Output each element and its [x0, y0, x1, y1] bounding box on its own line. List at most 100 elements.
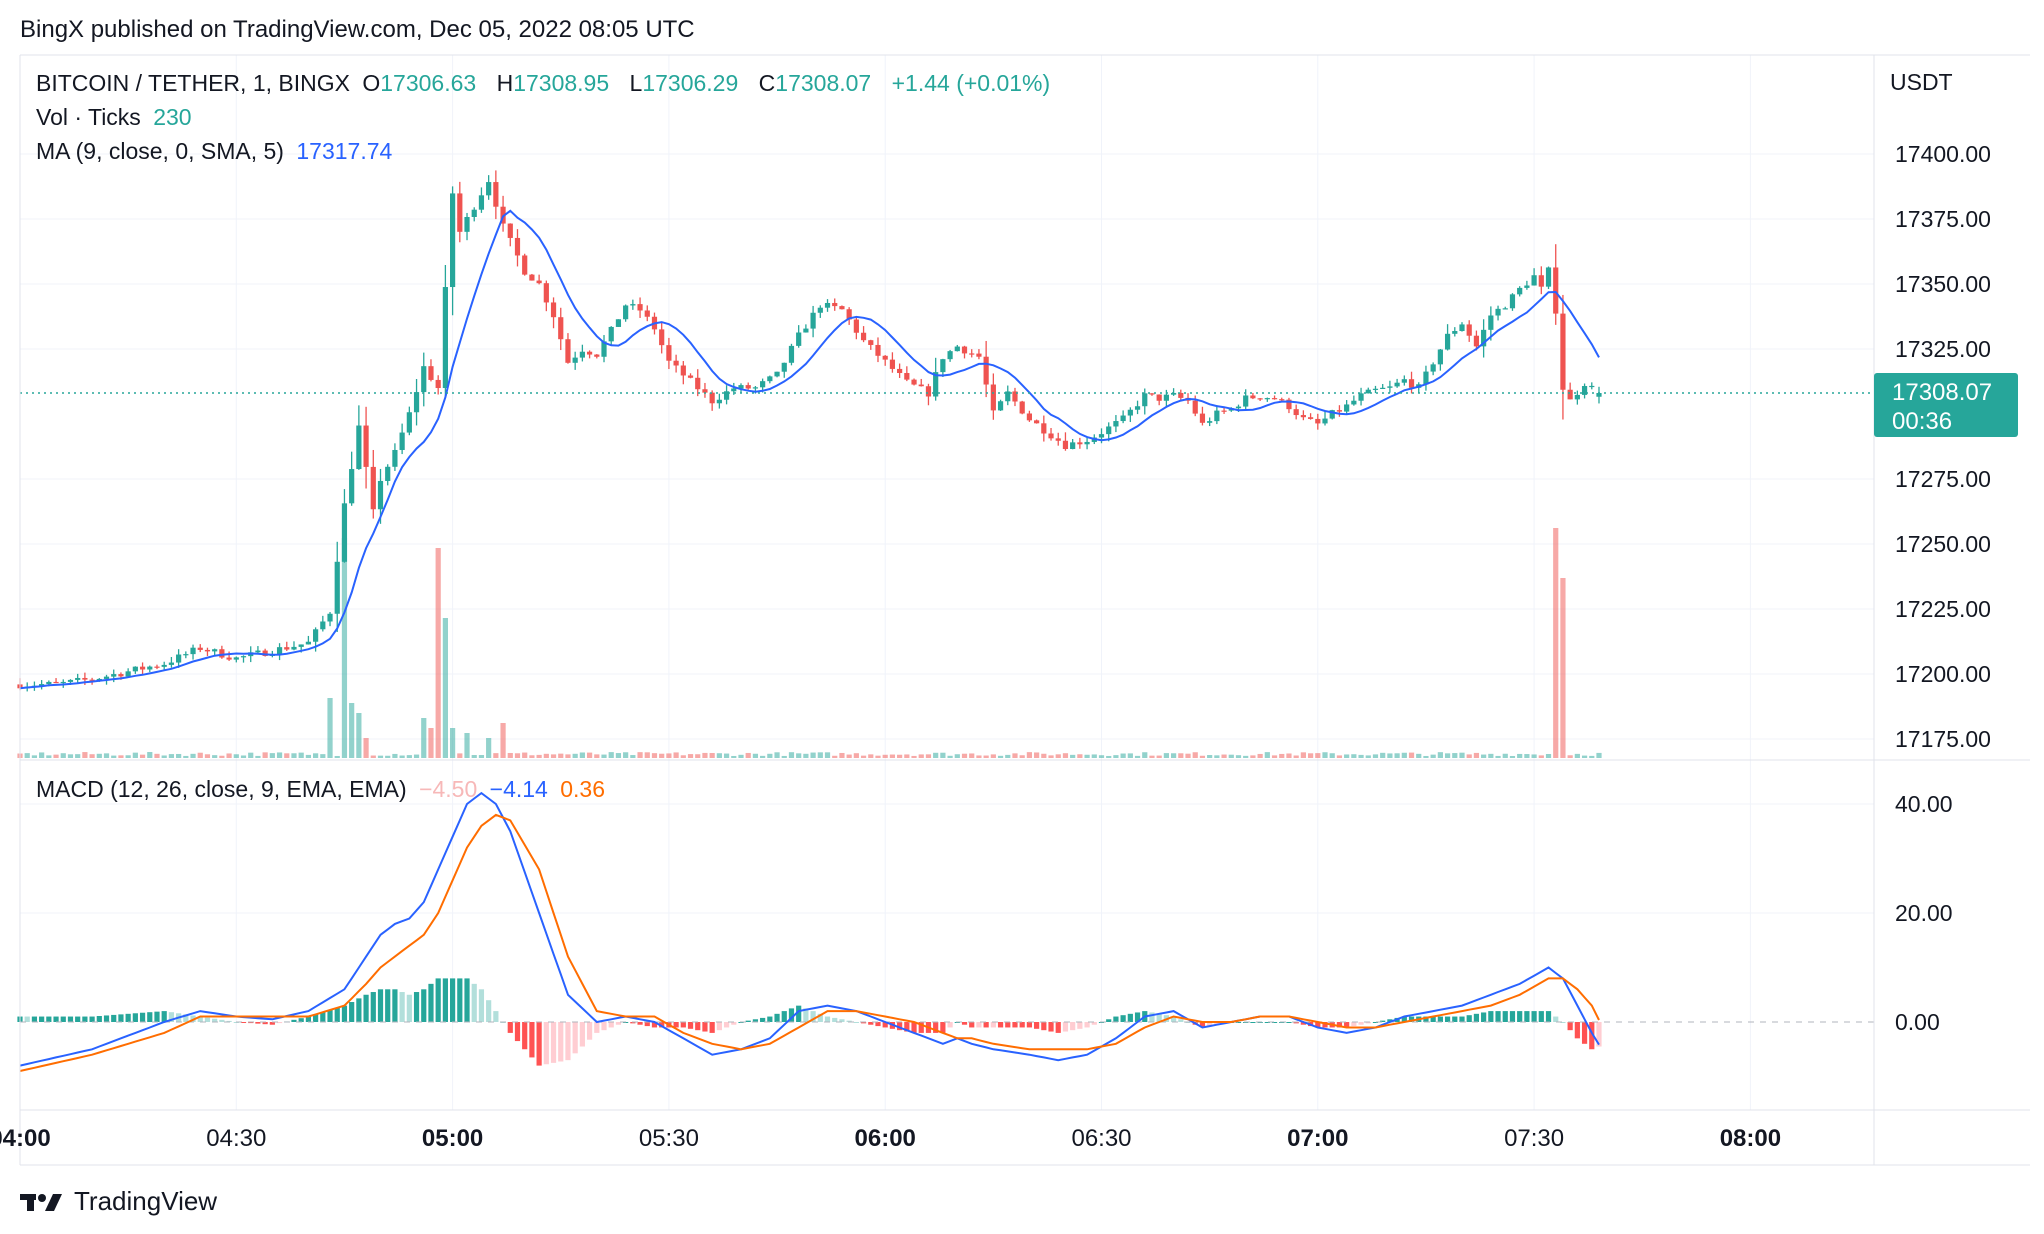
time-axis: 04:00 04:30 05:00 05:30 06:00 06:30 07:00 07:30… [0, 1125, 1781, 1152]
candle-body [493, 182, 499, 207]
volume-bar [1387, 753, 1393, 758]
macd-hist-bar [1048, 1022, 1054, 1032]
ma-value: 17317.74 [296, 138, 393, 164]
volume-bar [1199, 755, 1206, 758]
volume-bar [1185, 753, 1191, 758]
candle-body [803, 328, 809, 333]
candle-body [615, 319, 622, 327]
macd-histogram [17, 978, 1602, 1066]
macd-hist-bar [1408, 1016, 1415, 1022]
volume-bar [39, 752, 45, 758]
candle-body [1553, 267, 1559, 314]
candle-body [327, 613, 333, 622]
macd-hist-bar [615, 1022, 622, 1025]
volume-bar [1221, 754, 1227, 758]
volume-bar [875, 755, 881, 758]
volume-bar [558, 753, 564, 758]
candle-body [839, 306, 845, 310]
volume-bar [760, 755, 766, 758]
candle-body [1106, 426, 1112, 435]
candle-body [450, 193, 456, 288]
candle-body [486, 182, 492, 196]
last-price-tag: 17308.07 00:36 [1874, 373, 2018, 437]
candle-body [1019, 401, 1025, 414]
volume-bar [1365, 755, 1371, 758]
macd-hist-bar [659, 1022, 665, 1028]
macd-hist-bar [1084, 1022, 1090, 1028]
price-tick-label: 17325.00 [1895, 336, 1991, 362]
macd-hist-bar [760, 1017, 766, 1022]
volume-bar [745, 752, 751, 758]
candle-body [1473, 335, 1480, 347]
candle-body [1098, 434, 1105, 438]
macd-hist-bar [269, 1022, 275, 1025]
candle-body [1012, 391, 1018, 402]
volume-bar [572, 753, 578, 758]
volume-bar [161, 755, 167, 758]
macd-hist-bar [240, 1022, 247, 1023]
currency-label: USDT [1890, 69, 1953, 95]
candle-body [752, 387, 759, 389]
candle-body [716, 399, 722, 404]
volume-bar [1012, 753, 1018, 758]
candle-body [183, 654, 189, 656]
volume-bar [1495, 755, 1501, 758]
volume-bar [406, 755, 412, 758]
macd-hist-bar [933, 1022, 939, 1033]
candle-body [1300, 415, 1306, 418]
macd-hist-bar [976, 1022, 982, 1028]
volume-bar [1293, 755, 1299, 758]
price-tick-label: 17400.00 [1895, 141, 1991, 167]
candle-body [305, 641, 311, 645]
volume-bar [493, 753, 499, 758]
candle-body [132, 666, 138, 672]
candle-body [190, 647, 196, 655]
volume-bar [1178, 753, 1184, 758]
candle-body [1026, 413, 1032, 421]
macd-hist-bar [716, 1022, 722, 1031]
candle-body [457, 193, 463, 232]
macd-hist-bar [305, 1016, 311, 1022]
volume-bar [1538, 755, 1544, 758]
volume-bar [233, 754, 239, 758]
candle-body [1113, 421, 1119, 427]
macd-hist-bar [60, 1016, 66, 1022]
macd-hist-bar [536, 1022, 542, 1066]
candle-body [1214, 410, 1220, 422]
volume-bar [651, 753, 658, 758]
macd-hist-bar [723, 1022, 730, 1028]
volume-bar [1149, 755, 1155, 758]
candle-body [363, 425, 369, 467]
macd-hist-bar [709, 1022, 715, 1033]
macd-hist-bar [1560, 1022, 1566, 1023]
macd-hist-bar [904, 1022, 910, 1032]
candle-body [1372, 388, 1379, 390]
candle-body [1444, 333, 1451, 350]
volume-bar [305, 754, 311, 758]
candle-body [125, 671, 131, 677]
time-tick-label: 07:30 [1504, 1125, 1564, 1152]
candle-body [738, 385, 744, 389]
candle-body [356, 425, 362, 470]
candle-body [695, 377, 701, 390]
candle-body [868, 340, 874, 345]
volume-bar [1488, 753, 1494, 758]
candle-body [82, 677, 88, 680]
change-value: +1.44 (+0.01%) [891, 70, 1051, 96]
high-label: H [496, 70, 514, 96]
candle-body [1271, 398, 1278, 400]
macd-hist-bar [1012, 1022, 1018, 1028]
price-tick-label: 17200.00 [1895, 661, 1991, 687]
footer-logo[interactable]: TradingView [20, 1186, 217, 1217]
candle-body [349, 469, 355, 504]
macd-hist-bar [1481, 1012, 1487, 1022]
macd-hist-bar [327, 1010, 333, 1022]
candle-body [139, 666, 146, 670]
macd-hist-bar [89, 1016, 95, 1022]
volume-bar [1041, 753, 1047, 758]
candle-body [1358, 393, 1364, 401]
macd-line-value: −4.14 [489, 776, 548, 802]
candle-body [745, 385, 751, 389]
time-tick-label: 06:30 [1071, 1125, 1131, 1152]
